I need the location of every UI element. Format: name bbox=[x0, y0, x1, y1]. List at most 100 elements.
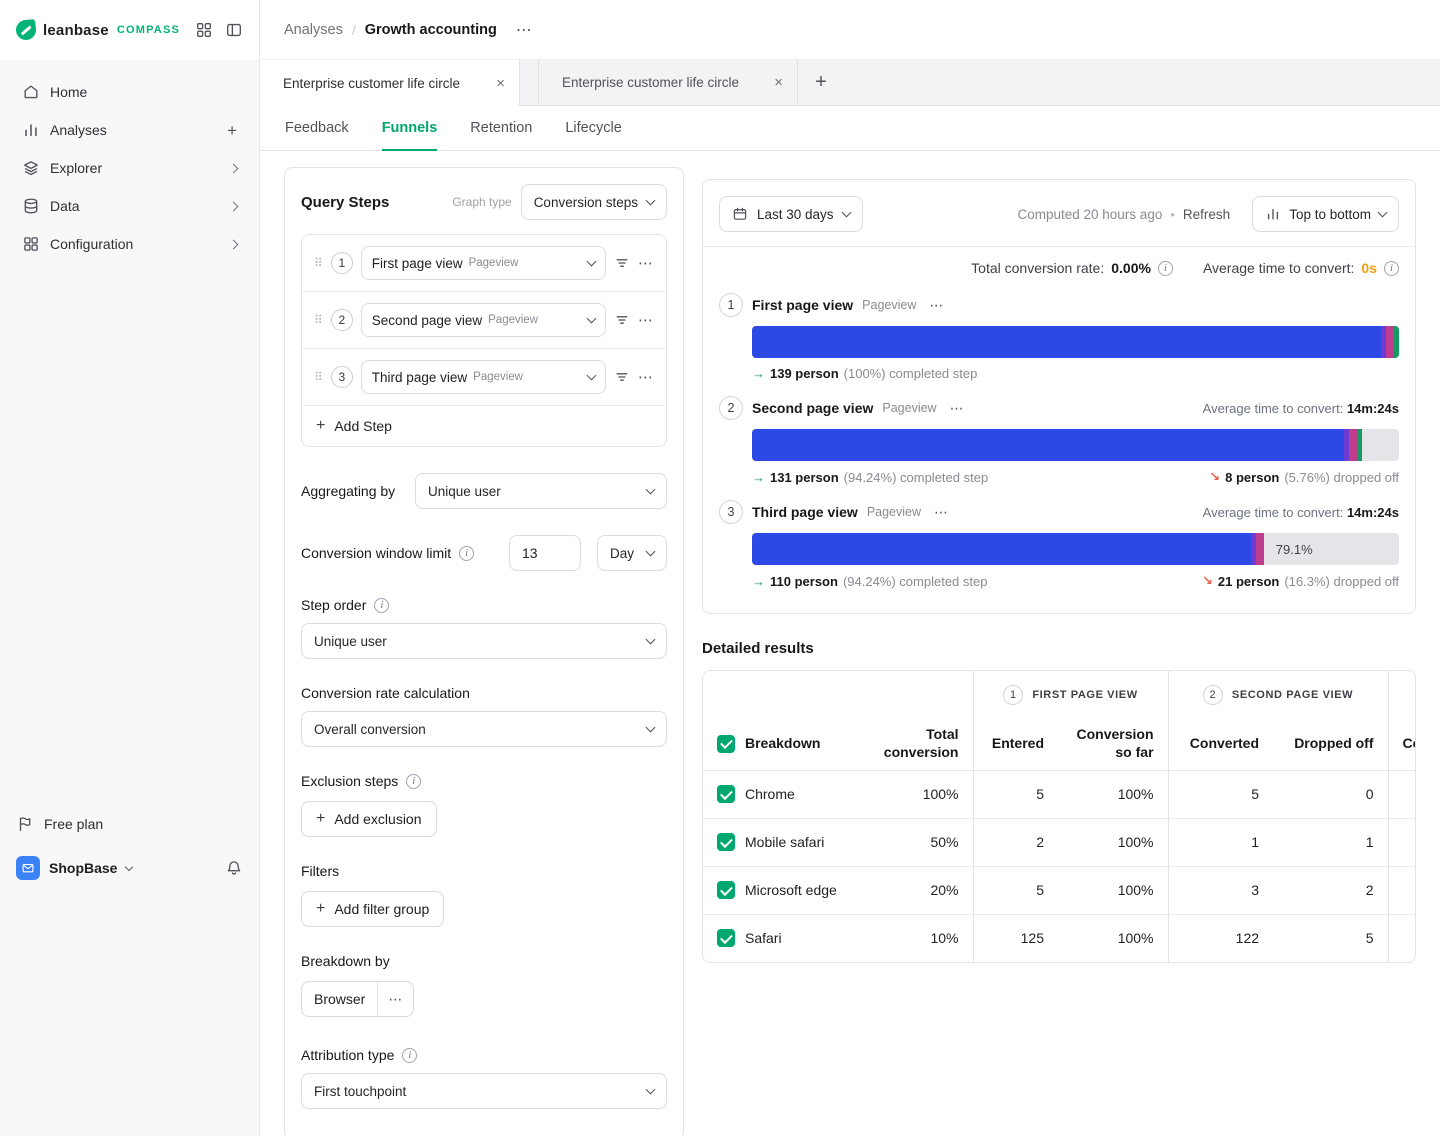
info-icon[interactable]: i bbox=[406, 773, 422, 789]
sidebar-item-data[interactable]: Data bbox=[12, 188, 247, 224]
drag-handle-icon[interactable]: ⠿ bbox=[314, 313, 323, 327]
info-icon[interactable]: i bbox=[1384, 260, 1399, 276]
drag-handle-icon[interactable]: ⠿ bbox=[314, 256, 323, 270]
tab-bar: Enterprise customer life circle × Enterp… bbox=[260, 60, 1440, 106]
chevron-down-icon bbox=[645, 1084, 656, 1095]
add-step-button[interactable]: + Add Step bbox=[302, 405, 666, 446]
plus-icon: + bbox=[316, 810, 326, 827]
sidebar-item-home[interactable]: Home bbox=[12, 74, 247, 110]
step-event-type: Pageview bbox=[488, 314, 538, 326]
info-icon[interactable]: i bbox=[402, 1047, 418, 1063]
tab-lifecycle[interactable]: Lifecycle bbox=[565, 120, 622, 136]
select-all-checkbox[interactable] bbox=[717, 734, 735, 753]
info-icon[interactable]: i bbox=[374, 597, 390, 613]
free-plan[interactable]: Free plan bbox=[16, 806, 243, 842]
add-filter-group-button[interactable]: + Add filter group bbox=[301, 891, 445, 927]
tab-enterprise-1[interactable]: Enterprise customer life circle × bbox=[260, 60, 520, 106]
graph-type-select[interactable]: Conversion steps bbox=[520, 184, 667, 220]
aggregating-by-select[interactable]: Unique user bbox=[415, 473, 667, 509]
step-event-select[interactable]: Second page view Pageview bbox=[360, 303, 606, 337]
filter-icon[interactable] bbox=[614, 369, 630, 385]
tab-retention[interactable]: Retention bbox=[470, 120, 533, 136]
brand-logo[interactable]: leanbase COMPASS bbox=[15, 19, 180, 41]
bar-segment-safari bbox=[752, 533, 1251, 565]
close-icon[interactable]: × bbox=[496, 74, 505, 92]
row-checkbox[interactable] bbox=[717, 881, 735, 899]
sidebar-item-explorer[interactable]: Explorer bbox=[12, 150, 247, 186]
bar-chart-icon bbox=[1265, 206, 1281, 222]
workspace-switcher[interactable]: ShopBase bbox=[16, 856, 134, 880]
step-number: 1 bbox=[719, 293, 743, 317]
date-range-select[interactable]: Last 30 days bbox=[719, 196, 863, 232]
graph-type-label: Graph type bbox=[452, 195, 512, 209]
breakdown-chip[interactable]: Browser ⋯ bbox=[301, 981, 415, 1017]
sidebar-item-analyses[interactable]: Analyses + bbox=[12, 112, 247, 148]
completed-detail: (100%) completed step bbox=[843, 366, 978, 381]
filter-icon[interactable] bbox=[614, 255, 630, 271]
sidebar-item-label: Home bbox=[50, 84, 88, 100]
flag-icon bbox=[19, 817, 31, 832]
more-icon[interactable]: ⋯ bbox=[949, 399, 965, 416]
funnel-totals: Total conversion rate: 0.00% i Average t… bbox=[719, 247, 1399, 278]
home-icon bbox=[22, 83, 40, 101]
more-icon[interactable]: ⋯ bbox=[638, 255, 654, 272]
rate-calc-select[interactable]: Overall conversion bbox=[301, 711, 667, 747]
sidebar-item-configuration[interactable]: Configuration bbox=[12, 226, 247, 262]
breadcrumb-more-icon[interactable]: ⋯ bbox=[515, 21, 533, 39]
step-event-select[interactable]: Third page view Pageview bbox=[360, 360, 606, 394]
drag-handle-icon[interactable]: ⠿ bbox=[314, 370, 323, 384]
conversion-window-unit-select[interactable]: Day bbox=[597, 535, 667, 571]
dropped-detail: (5.76%) dropped off bbox=[1284, 469, 1399, 485]
more-icon[interactable]: ⋯ bbox=[638, 369, 654, 386]
apps-grid-icon[interactable] bbox=[195, 21, 213, 39]
bell-icon[interactable] bbox=[225, 859, 243, 877]
close-icon[interactable]: × bbox=[774, 74, 783, 91]
chevron-down-icon bbox=[586, 256, 597, 267]
tab-feedback[interactable]: Feedback bbox=[285, 120, 349, 136]
conversion-window-input[interactable] bbox=[509, 535, 581, 571]
info-icon[interactable]: i bbox=[459, 545, 475, 561]
breakdown-by-label: Breakdown by bbox=[301, 953, 390, 969]
row-checkbox[interactable] bbox=[717, 785, 735, 803]
group-number: 1 bbox=[1003, 684, 1024, 705]
workspace-avatar-icon bbox=[16, 856, 40, 880]
sidebar-item-label: Data bbox=[50, 198, 80, 214]
sidebar-toggle-icon[interactable] bbox=[225, 21, 243, 39]
breadcrumb-section[interactable]: Analyses bbox=[284, 21, 343, 38]
more-icon[interactable]: ⋯ bbox=[929, 296, 945, 313]
chevron-right-icon bbox=[228, 239, 239, 249]
step-order-select[interactable]: Unique user bbox=[301, 623, 667, 659]
results-area: Last 30 days Computed 20 hours ago • Ref… bbox=[702, 167, 1416, 963]
entered-cell: 125 bbox=[972, 913, 1058, 962]
step-event-name: Second page view bbox=[371, 312, 483, 328]
avg-time-label: Average time to convert: bbox=[1202, 504, 1344, 520]
more-icon[interactable]: ⋯ bbox=[638, 312, 654, 329]
refresh-button[interactable]: Refresh bbox=[1182, 206, 1231, 222]
bar-segment bbox=[1250, 533, 1256, 565]
funnel-step-3: 3 Third page view Pageview ⋯ Average tim… bbox=[719, 500, 1399, 589]
query-steps-panel: Query Steps Graph type Conversion steps … bbox=[284, 167, 684, 1136]
step-name: Third page view bbox=[752, 504, 858, 520]
bar-segment bbox=[1381, 326, 1386, 358]
filter-icon[interactable] bbox=[614, 312, 630, 328]
breakdown-value[interactable]: Browser bbox=[314, 991, 366, 1007]
rate-calc-value: Overall conversion bbox=[314, 721, 426, 737]
total-conversion-cell: 100% bbox=[922, 786, 959, 802]
attribution-type-select[interactable]: First touchpoint bbox=[301, 1073, 667, 1109]
breakdown-column-header: Breakdown bbox=[745, 735, 821, 751]
sidebar-item-label: Analyses bbox=[50, 122, 107, 138]
row-checkbox[interactable] bbox=[717, 929, 735, 948]
add-analysis-icon[interactable]: + bbox=[227, 120, 237, 140]
more-icon[interactable]: ⋯ bbox=[934, 503, 950, 520]
add-tab-icon[interactable]: + bbox=[815, 71, 827, 93]
direction-select[interactable]: Top to bottom bbox=[1252, 196, 1399, 232]
step-number: 2 bbox=[719, 396, 743, 420]
breakdown-more-icon[interactable]: ⋯ bbox=[377, 982, 413, 1016]
info-icon[interactable]: i bbox=[1157, 260, 1173, 276]
add-exclusion-button[interactable]: + Add exclusion bbox=[301, 801, 437, 837]
tab-funnels[interactable]: Funnels bbox=[381, 106, 438, 151]
row-checkbox[interactable] bbox=[717, 833, 735, 851]
step-event-select[interactable]: First page view Pageview bbox=[360, 246, 606, 280]
browser-name: Microsoft edge bbox=[745, 882, 837, 898]
tab-enterprise-2[interactable]: Enterprise customer life circle × bbox=[538, 60, 798, 105]
